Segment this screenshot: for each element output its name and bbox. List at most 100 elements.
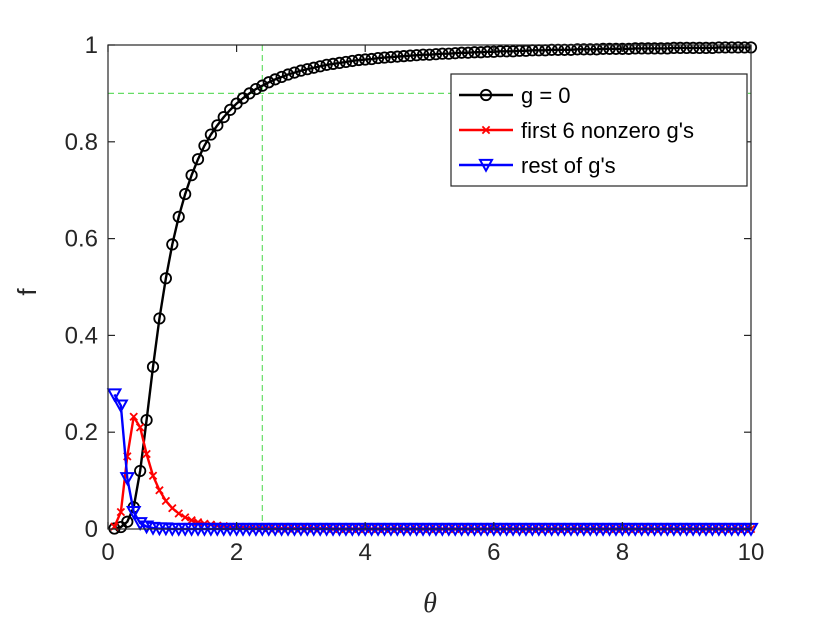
data-point [519,44,533,57]
legend-entry: g = 0 [521,83,571,108]
data-point-stroke-b [168,503,177,513]
data-point-stroke-b [155,486,164,495]
data-point [590,43,603,56]
data-point [119,472,135,486]
data-point [667,41,680,55]
data-point-stroke-b [180,513,190,522]
data-point [191,153,205,166]
series-line-2 [113,393,751,531]
legend-marker [479,88,493,102]
data-point [359,53,372,66]
data-point [449,47,462,60]
data-point [333,56,346,70]
y-tick-label: 0 [85,516,98,543]
legend-marker [481,125,491,135]
data-point [159,272,172,285]
data-point [281,68,295,81]
series-line-1 [113,415,751,531]
plot-frame [107,44,752,530]
data-point [288,66,301,79]
y-tick-label: 1 [85,32,98,59]
data-point [371,51,385,65]
data-point [738,41,751,54]
data-point-stroke-b [129,412,138,421]
data-point [468,46,481,59]
data-point [211,119,224,132]
data-point [712,41,725,54]
data-point [179,187,192,201]
x-tick-label: 10 [738,539,765,566]
legend-entry: rest of g's [521,153,616,178]
y-tick-label: 0.2 [65,419,98,446]
data-point [699,41,713,55]
data-point [275,70,288,84]
data-point-stroke-b [116,507,126,517]
data-point [609,42,623,55]
legend-marker [478,158,494,173]
y-tick-label: 0.6 [65,226,98,253]
data-point [217,111,230,124]
data-point [635,42,648,55]
data-point [616,42,629,55]
data-point [269,73,282,86]
series-markers-0 [108,41,758,535]
data-point [166,238,179,251]
data-point [326,57,340,70]
data-point [455,46,468,59]
data-point [249,82,262,96]
data-point [725,41,738,54]
data-point [436,47,449,60]
data-point [706,41,719,55]
data-point-stroke-b [148,471,158,480]
data-point [155,486,164,495]
data-point-stroke-b [174,509,183,518]
data-point [506,45,520,58]
data-point [180,513,190,522]
x-tick-label: 2 [230,539,243,566]
x-axis-label: θ [423,588,437,619]
data-point [442,47,455,60]
data-point [622,42,635,55]
data-point-stroke-b [161,496,171,506]
y-axis-label: f [12,288,42,296]
data-point [146,360,160,373]
data-point [301,63,314,76]
data-point [307,61,320,74]
legend-entry: first 6 nonzero g's [521,118,694,143]
data-point [603,42,616,55]
data-point [198,139,211,152]
data-point [116,507,126,517]
data-point [719,41,732,54]
y-tick-label: 0.8 [65,129,98,156]
data-point [642,42,655,55]
data-point [391,50,404,63]
data-point-stroke-b [142,449,151,459]
data-point [397,50,410,63]
data-point [365,52,378,66]
x-tick-label: 6 [487,539,500,566]
data-point-stroke-b [135,423,145,432]
data-point [352,53,365,67]
data-point [648,42,661,55]
data-point [423,48,436,61]
data-point [577,43,590,56]
y-tick-label: 0.4 [65,322,98,349]
x-tick-label: 4 [359,539,372,566]
data-point [161,496,171,506]
series-markers-2 [106,388,759,537]
data-point [262,76,275,89]
data-point [142,449,151,459]
data-point [732,41,745,54]
data-point [693,41,706,55]
data-point [597,42,610,55]
data-point [224,103,237,116]
data-point [378,51,391,64]
data-point [571,43,584,56]
data-point [187,516,196,525]
data-point [174,509,183,518]
legend-marker-stroke-b [481,125,491,135]
legend: g = 0 first 6 nonzero g's rest of g's [450,73,748,187]
data-point [461,46,475,59]
data-point [172,210,185,223]
